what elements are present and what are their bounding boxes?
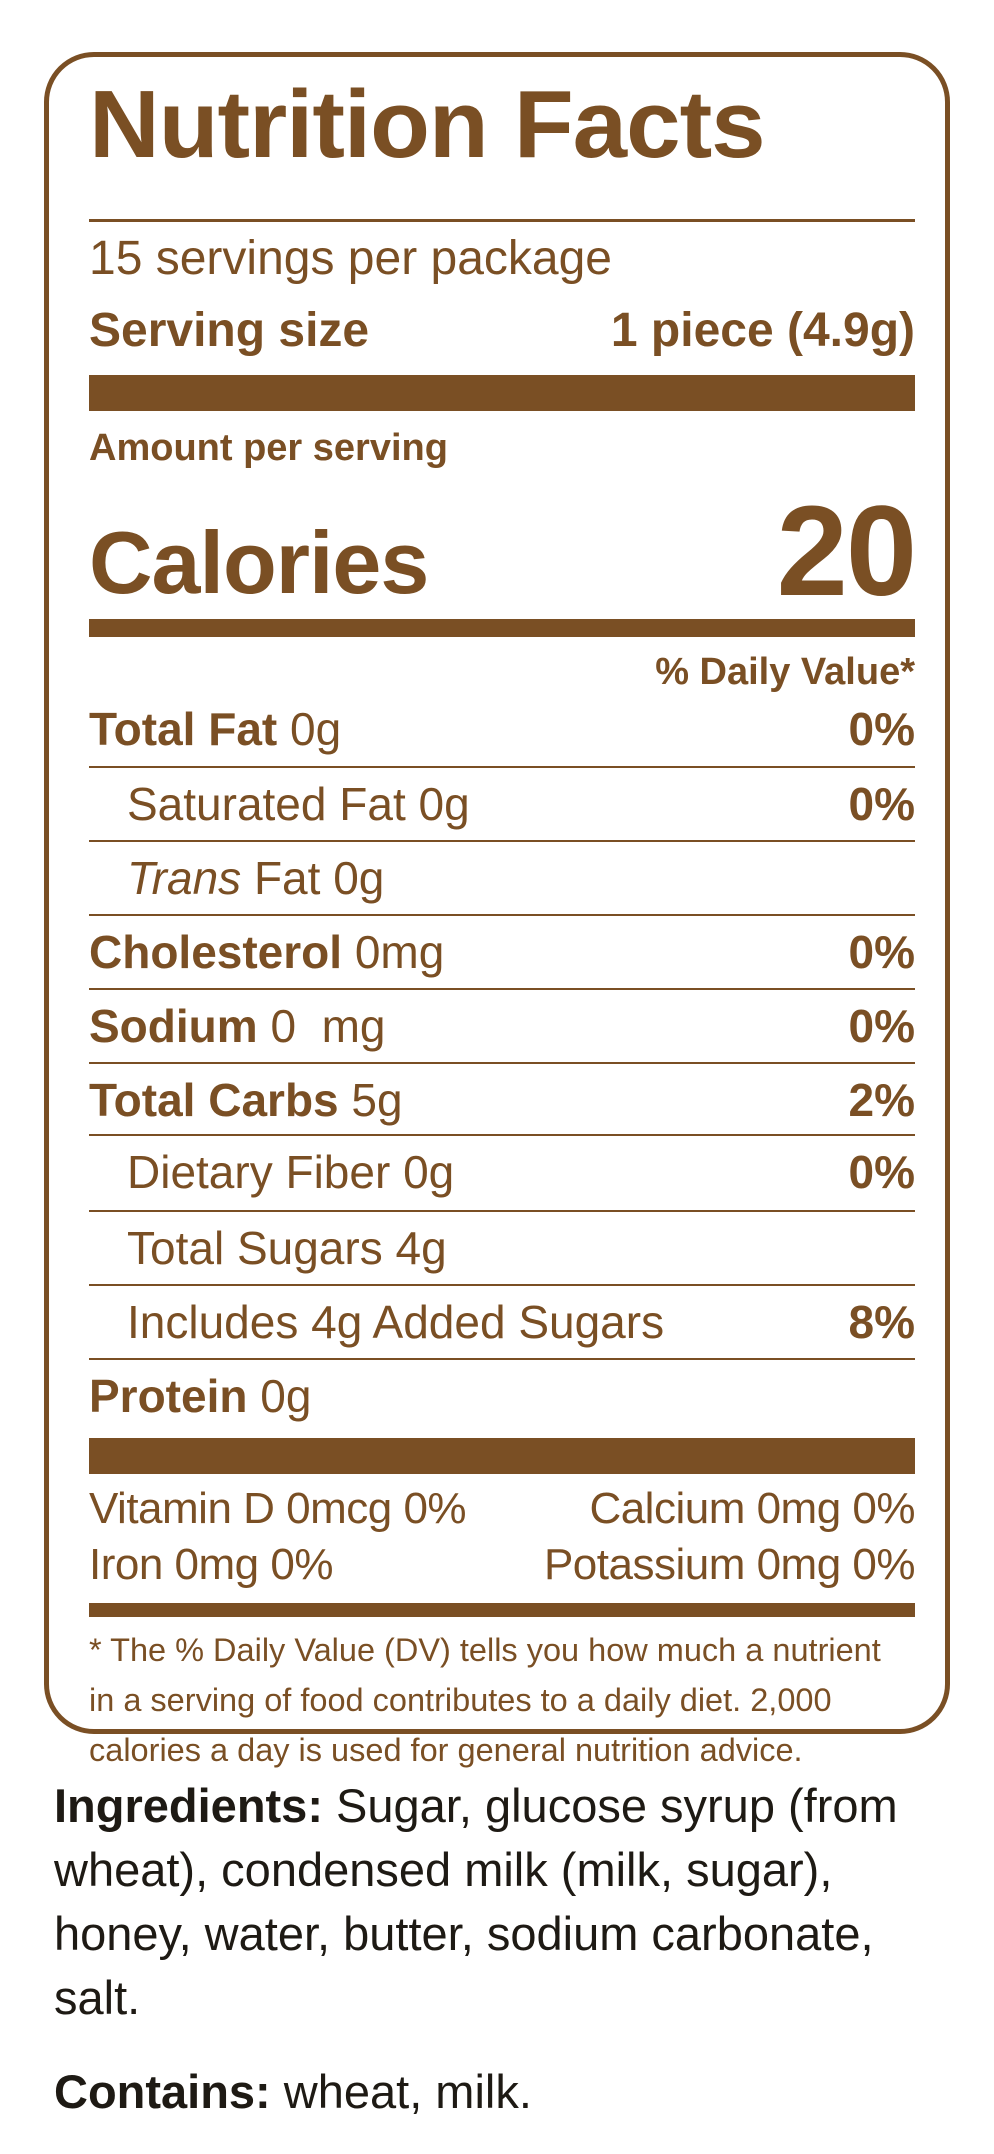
nutrient-dv: 0% [848,778,915,830]
vitamins-row-1: Vitamin D 0mcg 0% Calcium 0mg 0% [89,1487,915,1531]
divider-thin [89,219,915,222]
nutrient-amount: 0g [260,1370,312,1422]
divider-thick [89,1438,915,1474]
nutrient-name: Protein [89,1370,248,1422]
nutrient-name: Sodium [89,1000,258,1052]
iron: Iron 0mg 0% [89,1540,333,1589]
calcium: Calcium 0mg 0% [589,1484,915,1533]
nutrient-amount: Fat 0g [253,852,385,904]
nutrient-row-trans-fat: Trans Fat 0g [89,842,915,914]
nutrition-facts-title: Nutrition Facts [89,71,766,178]
nutrient-amount: 0g [418,778,470,830]
row-divider [89,988,915,990]
nutrient-amount: 0g [403,1146,455,1198]
divider-medium [89,619,915,637]
servings-per-package: 15 servings per package [89,232,612,285]
nutrient-amount: 5g [351,1074,403,1126]
divider-medium [89,1603,915,1617]
nutrient-row-sodium: Sodium 0 mg 0% [89,990,915,1062]
daily-value-header: % Daily Value* [655,651,915,693]
row-divider [89,1284,915,1286]
ingredients-text: Sugar, glucose syrup (from wheat), conde… [54,1779,898,2024]
nutrient-name: Total Carbs [89,1074,339,1126]
nutrient-dv: 0% [848,1000,915,1052]
serving-size: Serving size 1 piece (4.9g) [89,307,915,355]
nutrient-amount: 0 mg [270,1000,386,1052]
row-divider [89,766,915,768]
calories-value: 20 [776,479,917,623]
contains-heading: Contains: [54,2065,271,2118]
nutrient-row-total-sugars: Total Sugars 4g [89,1212,915,1284]
row-divider [89,1358,915,1360]
calories-row: Calories 20 [89,479,917,623]
nutrient-name: Dietary Fiber [127,1146,391,1198]
amount-per-serving: Amount per serving [89,427,448,469]
nutrition-facts-panel: Nutrition Facts 15 servings per package … [44,52,950,1768]
nutrient-dv: 0% [848,703,915,755]
row-divider [89,1210,915,1212]
nutrient-name: Trans [127,852,242,904]
nutrient-amount: 0mg [354,926,445,978]
divider-thick [89,375,915,411]
contains-text: wheat, milk. [270,2065,532,2118]
nutrient-name: Includes 4g Added Sugars [127,1296,665,1348]
serving-size-value: 1 piece (4.9g) [610,304,915,357]
nutrient-amount: 0g [290,703,342,755]
row-divider [89,1062,915,1064]
nutrient-row-added-sugars: Includes 4g Added Sugars 8% [89,1286,915,1358]
nutrient-name: Cholesterol [89,926,343,978]
row-divider [89,1134,915,1136]
nutrient-row-dietary-fiber: Dietary Fiber 0g 0% [89,1136,915,1208]
potassium: Potassium 0mg 0% [543,1540,916,1589]
nutrient-row-protein: Protein 0g [89,1360,915,1432]
vitamins-row-2: Iron 0mg 0% Potassium 0mg 0% [89,1540,916,1589]
nutrient-amount: 4g [395,1222,447,1274]
nutrient-dv: 0% [848,926,915,978]
nutrient-name: Total Fat [89,703,278,755]
calories-label: Calories [89,513,429,612]
row-divider [89,914,915,916]
nutrient-row-total-carbs: Total Carbs 5g 2% [89,1064,915,1136]
row-divider [89,840,915,842]
nutrient-row-cholesterol: Cholesterol 0mg 0% [89,916,915,988]
vitamin-d: Vitamin D 0mcg 0% [89,1484,467,1533]
nutrient-dv: 2% [848,1074,915,1126]
nutrient-dv: 0% [848,1146,915,1198]
ingredients-heading: Ingredients: [54,1779,323,1832]
serving-size-label: Serving size [89,304,370,357]
daily-value-footnote: * The % Daily Value (DV) tells you how m… [89,1632,881,1768]
nutrient-name: Total Sugars [127,1222,383,1274]
ingredients: Ingredients: Sugar, glucose syrup (from … [54,1774,934,2030]
nutrient-name: Saturated Fat [127,778,406,830]
nutrient-dv: 8% [848,1296,915,1348]
contains-allergens: Contains: wheat, milk. [54,2060,934,2124]
nutrient-row-total-fat: Total Fat 0g 0% [89,693,915,765]
nutrient-row-saturated-fat: Saturated Fat 0g 0% [89,768,915,840]
